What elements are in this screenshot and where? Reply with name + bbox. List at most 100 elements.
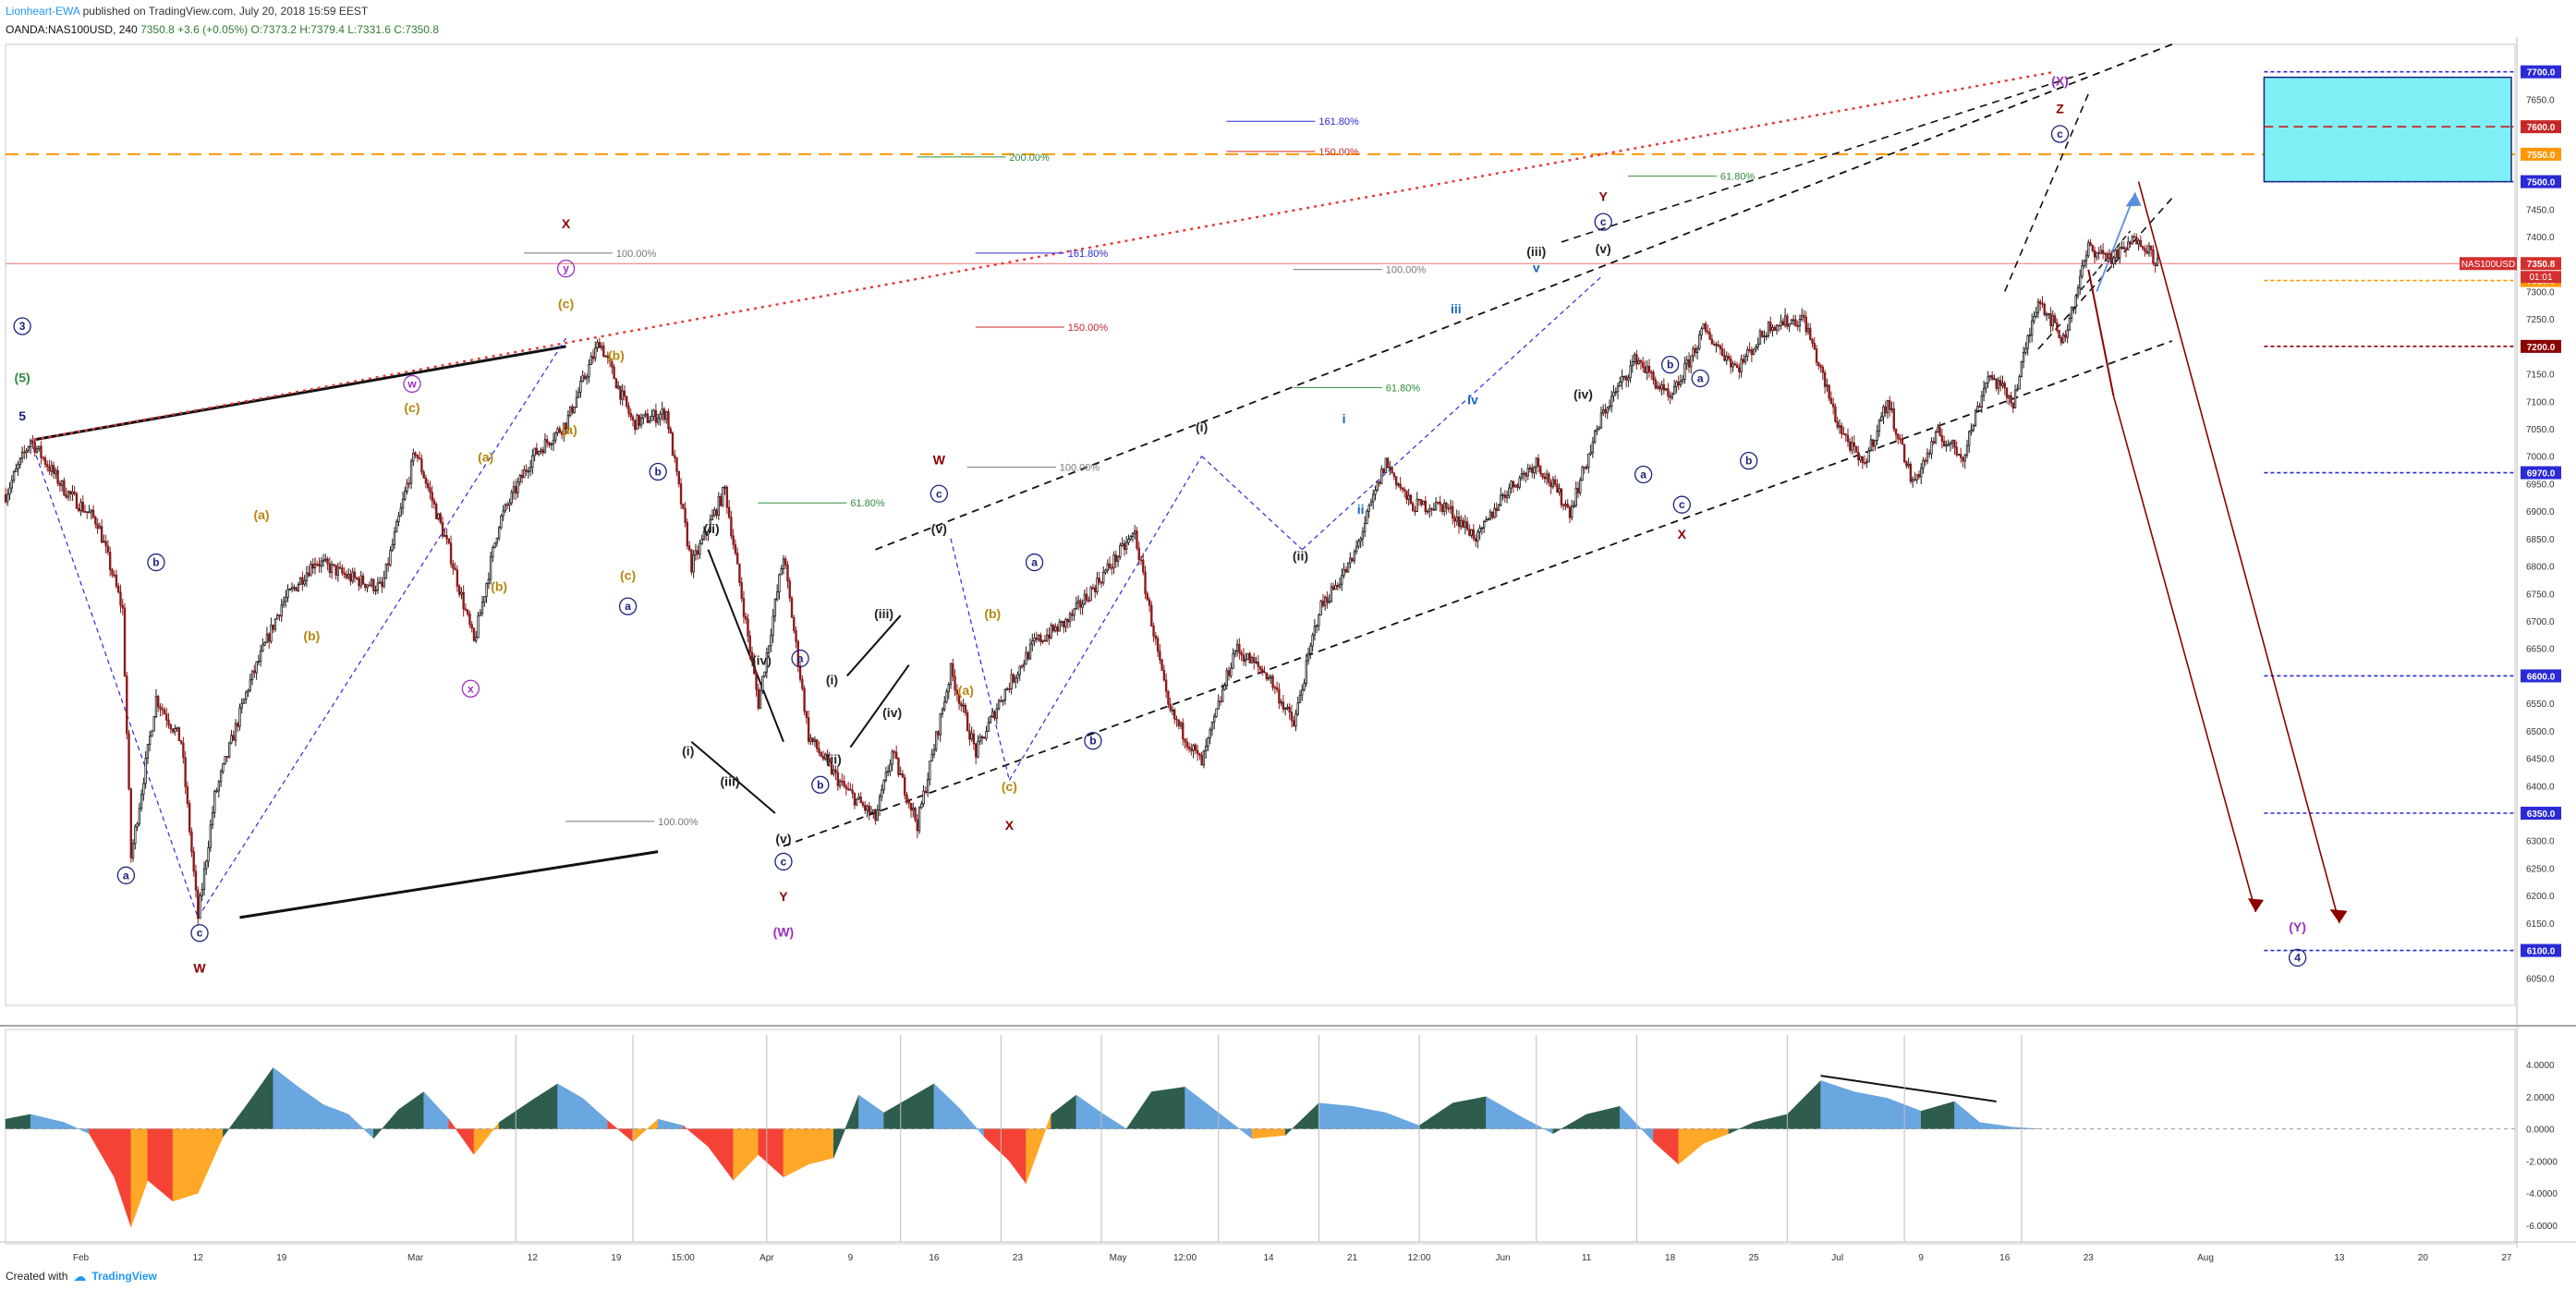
candle-body <box>328 563 332 574</box>
candle-body <box>1488 511 1492 520</box>
candle-body <box>665 411 668 420</box>
candle-body <box>1270 675 1272 678</box>
price-tick-label: 6450.0 <box>2526 755 2555 765</box>
candle-body <box>2060 337 2063 344</box>
wave-label: Y <box>1599 189 1609 203</box>
candle-body <box>1723 355 1726 361</box>
candle-body <box>1283 708 1287 711</box>
candle-body <box>372 578 375 591</box>
candle-body <box>157 696 160 708</box>
price-level-value: 7500.0 <box>2527 178 2556 189</box>
candle-body <box>1539 466 1542 474</box>
candle-body <box>1619 381 1622 387</box>
oscillator-segment <box>197 1128 224 1194</box>
candle-body <box>2070 306 2073 319</box>
candle-body <box>1656 385 1659 389</box>
candle-body <box>1541 472 1544 478</box>
created-with-label: Created with <box>6 1270 68 1283</box>
candle-body <box>1585 467 1588 469</box>
candle-body <box>1338 583 1342 588</box>
candle-body <box>1306 652 1310 662</box>
wave-label-circle <box>461 679 480 698</box>
candle-body <box>1637 359 1640 365</box>
candle-body <box>409 460 413 484</box>
oscillator-segment <box>1125 1090 1152 1129</box>
price-tick-label: 7050.0 <box>2526 425 2555 435</box>
candle-body <box>1767 322 1770 336</box>
candle-body <box>1683 362 1686 381</box>
candle-body <box>550 444 553 446</box>
candle-body <box>144 758 147 785</box>
candle-body <box>1543 476 1547 480</box>
candle-body <box>563 422 565 435</box>
candle-body <box>1238 643 1241 653</box>
price-tick-label: 7150.0 <box>2526 371 2555 381</box>
candle-body <box>134 826 137 845</box>
candle-body <box>696 550 699 554</box>
candle-body <box>1606 407 1609 414</box>
candle-body <box>571 406 574 413</box>
candle-body <box>872 809 875 813</box>
author-link[interactable]: Lionheart-EWA <box>6 5 80 18</box>
candle-body <box>844 785 848 789</box>
candle-body <box>1035 638 1039 640</box>
candle-body <box>108 552 112 570</box>
candle-body <box>1932 441 1935 444</box>
projection-arrow-short <box>2087 269 2115 396</box>
candle-body <box>1756 343 1759 347</box>
candle-body <box>745 615 747 620</box>
oscillator-segment <box>1920 1101 1955 1129</box>
candle-body <box>489 556 492 580</box>
candle-body <box>504 504 507 512</box>
candle-body <box>784 558 787 566</box>
price-tick-label: 6500.0 <box>2526 727 2555 737</box>
candle-body <box>129 788 132 858</box>
candle-body <box>224 756 226 765</box>
candle-body <box>1073 608 1075 616</box>
candle-body <box>1930 441 1933 455</box>
candle-body <box>1361 530 1365 540</box>
candle-body <box>1596 429 1598 432</box>
candle-body <box>1704 322 1707 332</box>
candle-body <box>1440 504 1444 512</box>
wave-label: b <box>1089 735 1096 748</box>
candle-body <box>1179 722 1183 726</box>
candle-body <box>1472 529 1476 540</box>
candle-body <box>1646 365 1648 373</box>
candle-body <box>1970 430 1973 432</box>
candle-body <box>2089 242 2092 246</box>
wave-label: X <box>1678 527 1687 542</box>
candle-body <box>1428 507 1431 512</box>
candle-body <box>1298 694 1302 703</box>
candle-body <box>1934 432 1938 444</box>
wave-label-circle <box>1660 355 1680 374</box>
price-chart[interactable]: 161.80% 150.00% 200.00% 61.80% 100.00% 161.80… <box>0 37 2576 1264</box>
candle-body <box>1710 338 1714 345</box>
candle-body <box>1631 361 1634 367</box>
oscillator-segment <box>532 1083 558 1129</box>
candle-body <box>1470 529 1473 536</box>
tradingview-brand[interactable]: TradingView <box>91 1270 157 1283</box>
candle-body <box>1112 554 1115 568</box>
candle-body <box>1746 349 1749 358</box>
candle-body <box>2030 321 2034 335</box>
fib-level-label: 150.00% <box>1068 322 1109 334</box>
candle-body <box>1474 538 1477 542</box>
candle-body <box>1664 388 1668 391</box>
candle-body <box>669 428 672 434</box>
candle-body <box>2003 383 2006 389</box>
candle-body <box>1334 584 1337 590</box>
candle-body <box>1915 474 1918 481</box>
candle-body <box>790 597 794 618</box>
candle-body <box>1894 428 1898 435</box>
candle-body <box>2010 395 2012 404</box>
candle-body <box>1518 477 1521 488</box>
candle-body <box>1974 410 1977 426</box>
candle-body <box>1874 439 1877 447</box>
candle-body <box>2149 245 2153 250</box>
candle-body <box>454 567 456 571</box>
candle-body <box>2152 249 2155 264</box>
candle-body <box>723 486 726 489</box>
candle-body <box>997 700 1001 710</box>
candle-body <box>2083 260 2085 266</box>
